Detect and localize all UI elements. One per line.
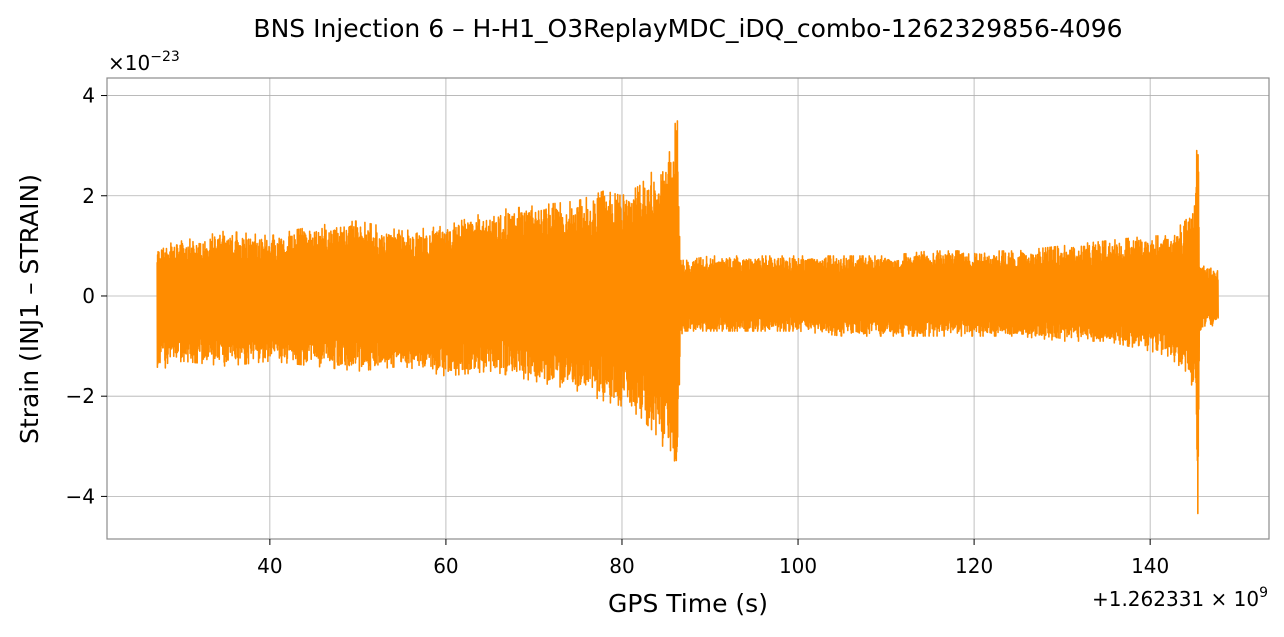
y-axis-ticks: −4 −2 0 2 4 [66,84,107,508]
y-tick-label: 0 [82,284,95,308]
strain-series-core [157,187,1218,418]
x-tick-label: 100 [779,554,817,578]
x-axis-label: GPS Time (s) [608,589,768,618]
x-tick-label: 140 [1131,554,1169,578]
x-tick-label: 40 [257,554,282,578]
chart-title: BNS Injection 6 – H-H1_O3ReplayMDC_iDQ_c… [253,14,1122,43]
y-tick-label: −2 [66,384,95,408]
y-tick-label: 2 [82,184,95,208]
y-scale-label: ×10−23 [108,49,180,75]
x-tick-label: 60 [433,554,458,578]
y-tick-label: −4 [66,484,95,508]
series-layer [156,120,1219,515]
y-tick-label: 4 [82,84,95,108]
x-axis-ticks: 40 60 80 100 120 140 [257,539,1169,578]
x-offset-label: +1.262331 × 109 [1092,585,1268,611]
plot-frame [106,77,1270,540]
x-tick-label: 80 [609,554,634,578]
x-tick-label: 120 [955,554,993,578]
y-axis-label: Strain (INJ1 – STRAIN) [15,174,44,444]
